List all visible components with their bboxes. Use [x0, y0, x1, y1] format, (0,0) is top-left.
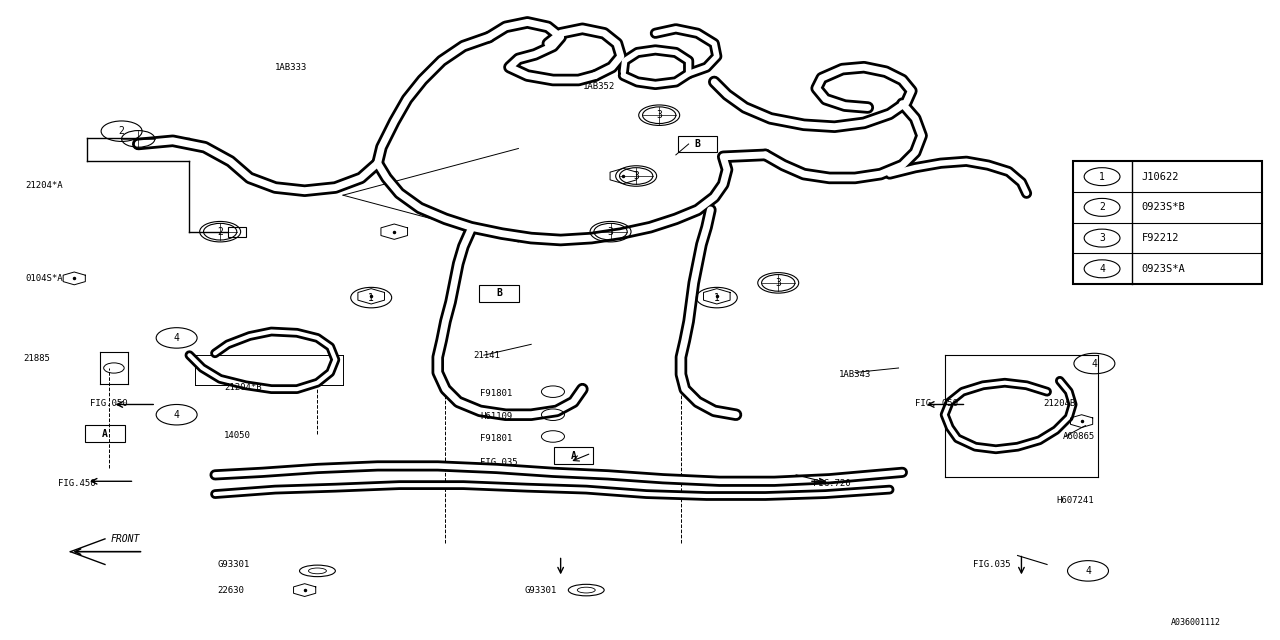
Text: 1: 1 [714, 292, 719, 303]
Text: 1: 1 [1100, 172, 1105, 182]
Text: F91801: F91801 [480, 434, 512, 443]
Text: 3: 3 [1100, 233, 1105, 243]
Text: A036001112: A036001112 [1171, 618, 1221, 627]
Text: 2: 2 [218, 227, 223, 237]
Bar [228, 227, 246, 237]
Text: G93301: G93301 [218, 560, 250, 569]
Text: 3: 3 [776, 278, 781, 288]
Text: G93301: G93301 [525, 586, 557, 595]
Text: 2: 2 [1100, 202, 1105, 212]
Text: 4: 4 [174, 333, 179, 343]
Text: B: B [695, 139, 700, 149]
Text: 4: 4 [174, 410, 179, 420]
Text: FIG. 050: FIG. 050 [915, 399, 959, 408]
Text: 3: 3 [608, 227, 613, 237]
Text: 21204B: 21204B [1043, 399, 1075, 408]
Text: 0923S*A: 0923S*A [1142, 264, 1185, 274]
Text: 0104S*A: 0104S*A [26, 274, 63, 283]
Text: 1AB352: 1AB352 [582, 82, 614, 91]
Text: FIG.035: FIG.035 [480, 458, 517, 467]
Text: 3: 3 [634, 171, 639, 181]
Text: 4: 4 [1092, 358, 1097, 369]
Text: FIG.720: FIG.720 [813, 479, 850, 488]
Text: 1AB333: 1AB333 [275, 63, 307, 72]
Text: 1AB343: 1AB343 [838, 370, 870, 379]
Text: A: A [571, 451, 576, 461]
Text: 21885: 21885 [23, 354, 50, 363]
Text: FIG.450: FIG.450 [58, 479, 95, 488]
Text: F91801: F91801 [480, 389, 512, 398]
Text: 3: 3 [657, 110, 662, 120]
Text: B: B [497, 288, 502, 298]
Text: FRONT: FRONT [111, 534, 140, 544]
Text: 2: 2 [119, 126, 124, 136]
Text: H607241: H607241 [1056, 496, 1093, 505]
Text: 21204*A: 21204*A [26, 181, 63, 190]
Text: 21141: 21141 [474, 351, 500, 360]
Text: FIG.035: FIG.035 [973, 560, 1010, 569]
Bar [1073, 161, 1262, 284]
Text: 14050: 14050 [224, 431, 251, 440]
Text: 22630: 22630 [218, 586, 244, 595]
Ellipse shape [577, 588, 595, 593]
Ellipse shape [308, 568, 326, 573]
Text: 4: 4 [1085, 566, 1091, 576]
Text: J10622: J10622 [1142, 172, 1179, 182]
Text: A: A [102, 429, 108, 439]
Text: 1: 1 [369, 292, 374, 303]
Text: H61109: H61109 [480, 412, 512, 420]
Text: F92212: F92212 [1142, 233, 1179, 243]
Text: 21204*B: 21204*B [224, 383, 261, 392]
Text: A60865: A60865 [1062, 432, 1094, 441]
Text: 4: 4 [1100, 264, 1105, 274]
Text: 0923S*B: 0923S*B [1142, 202, 1185, 212]
Text: FIG.050: FIG.050 [90, 399, 127, 408]
